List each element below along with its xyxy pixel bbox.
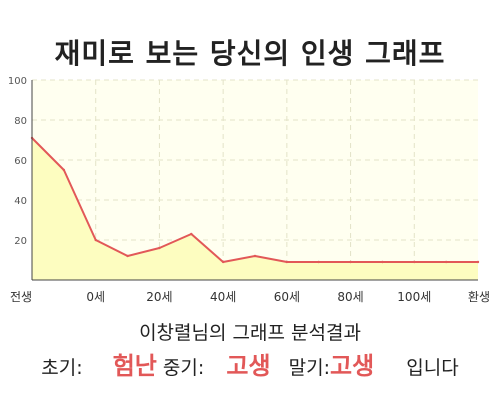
life-graph-chart: 100 80 60 40 20 전생 0세 20세 40세 60세 80세 100세 환생: [8, 76, 490, 304]
mid-value: 고생: [226, 352, 271, 380]
analysis-summary: 이창렬님의 그래프 분석결과: [139, 322, 361, 344]
data-point: [381, 260, 384, 264]
data-point: [190, 232, 193, 236]
early-label: 초기:: [41, 357, 83, 379]
y-tick-label: 60: [14, 156, 27, 167]
data-point: [253, 254, 257, 258]
data-point: [126, 254, 129, 258]
y-tick-label: 20: [14, 236, 27, 247]
x-tick-label: 0세: [86, 290, 105, 304]
x-tick-label: 60세: [274, 290, 300, 304]
data-point: [413, 260, 416, 264]
page-title: 재미로 보는 당신의 인생 그래프: [54, 37, 446, 70]
x-tick-label: 40세: [210, 290, 236, 304]
late-label: 말기:: [288, 357, 331, 379]
y-tick-label: 80: [14, 116, 27, 127]
early-value: 험난: [112, 352, 157, 380]
data-point: [221, 260, 225, 264]
x-tick-label: 환생: [468, 290, 490, 304]
x-tick-label: 100세: [397, 290, 431, 304]
x-tick-label: 전생: [10, 290, 32, 304]
y-tick-label: 40: [14, 196, 27, 207]
data-point: [476, 260, 480, 264]
data-point: [317, 260, 320, 264]
data-point: [62, 168, 66, 172]
late-value: 고생: [330, 352, 375, 380]
y-tick-label: 100: [8, 76, 27, 87]
x-tick-label: 80세: [337, 290, 363, 304]
x-tick-label: 20세: [146, 290, 172, 304]
analysis-verdict: 초기: 험난 중기: 고생 말기:고생 입니다: [0, 346, 500, 381]
data-point: [158, 246, 161, 250]
mid-label: 중기:: [162, 357, 205, 379]
verdict-suffix: 입니다: [406, 357, 459, 379]
data-point: [349, 260, 352, 264]
data-point: [285, 260, 289, 264]
data-point: [94, 238, 97, 242]
data-point: [444, 260, 448, 264]
series-area: [32, 138, 478, 280]
